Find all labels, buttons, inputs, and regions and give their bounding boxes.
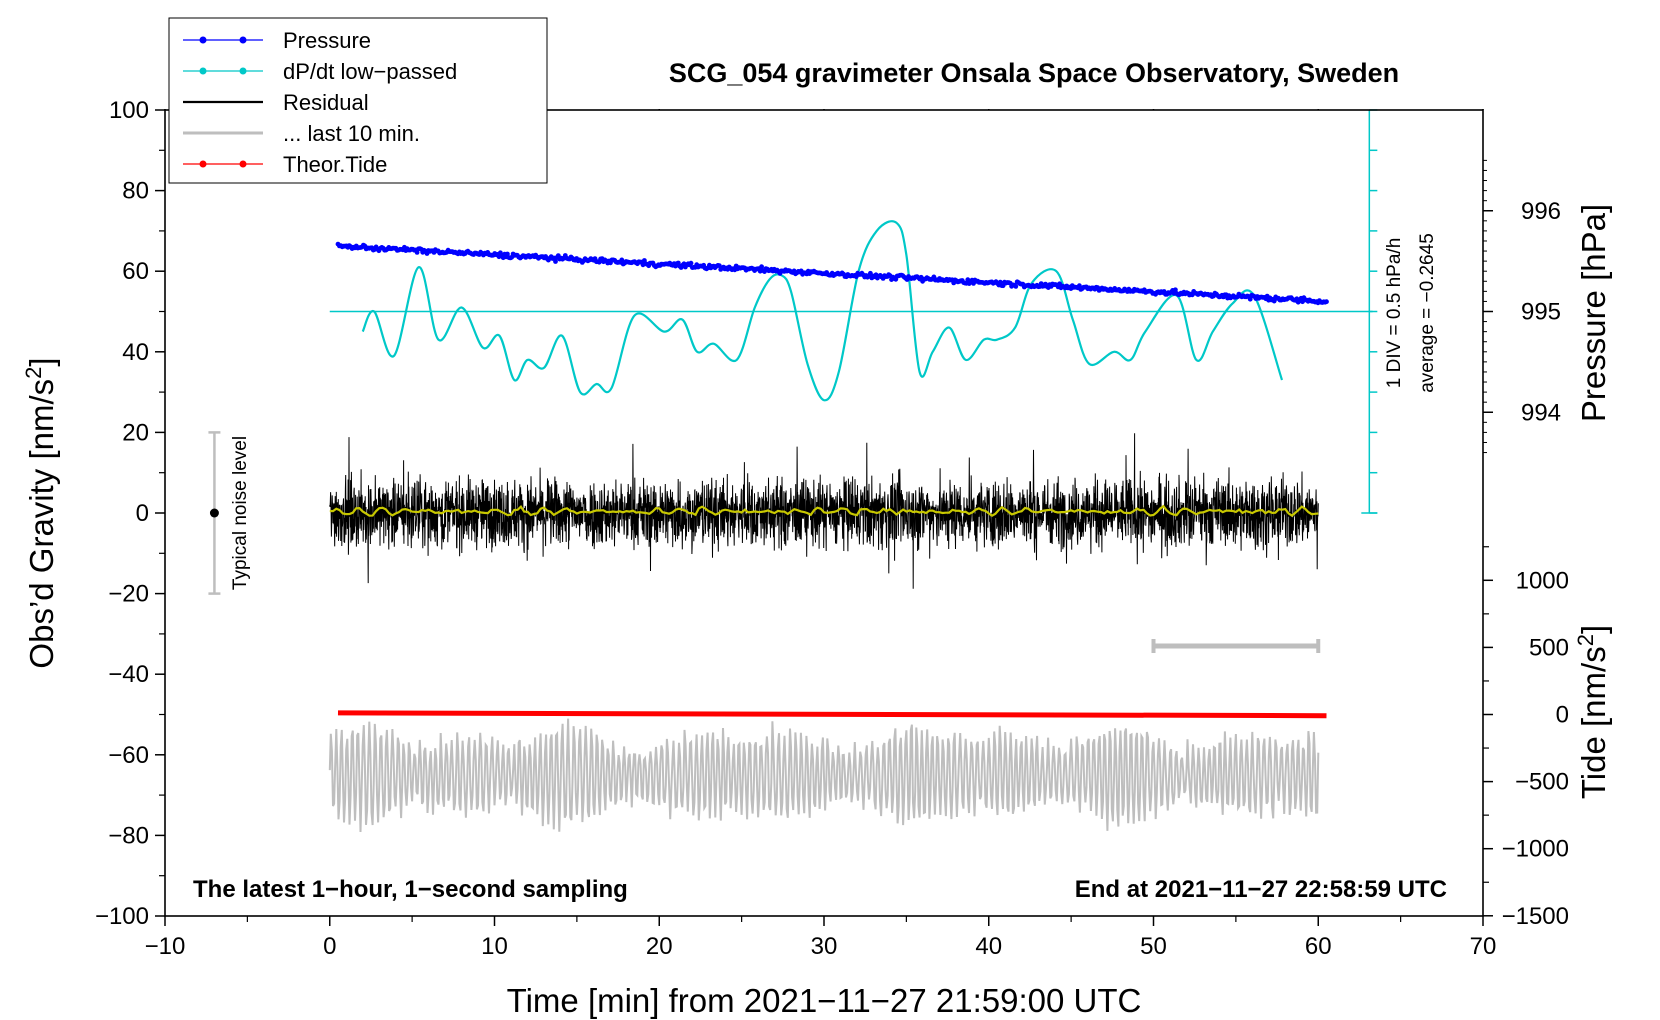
y-axis-tide: 1000 500 0 −500 −1000 −1500 (1483, 546, 1569, 930)
x-tick-label-8: 70 (1470, 933, 1497, 960)
dpdt-div-label: 1 DIV = 0.5 hPa/h (1384, 238, 1405, 389)
y-axis-left-title-sup: 2 (21, 367, 46, 379)
legend-label-0: Pressure (283, 28, 371, 53)
chart-title: SCG_054 gravimeter Onsala Space Observat… (669, 58, 1399, 88)
tide-tick-label-2: 0 (1556, 702, 1569, 729)
y-tick-label-5: 0 (136, 500, 149, 527)
y-axis-left-title-main: Obs’d Gravity [nm/s (23, 379, 60, 669)
y-axis-left-title-end: ] (23, 357, 60, 366)
tide-line (337, 710, 1327, 719)
pressure-point (505, 251, 510, 257)
y-tick-label-8: −60 (108, 742, 149, 769)
tide-tick-label-4: −1000 (1502, 836, 1569, 863)
tide-tick-label-3: −500 (1515, 769, 1569, 796)
x-tick-label-2: 10 (481, 933, 508, 960)
noise-level-label: Typical noise level (230, 436, 251, 590)
legend-marker-left-0 (199, 36, 207, 44)
y-tick-label-6: −20 (108, 581, 149, 608)
y-tick-label-7: −40 (108, 661, 149, 688)
legend-label-2: Residual (283, 90, 369, 115)
legend-label-1: dP/dt low−passed (283, 59, 457, 84)
y-axis-tide-title: Tide [nm/s2] (1573, 625, 1612, 799)
annotation-sampling: The latest 1−hour, 1−second sampling (193, 876, 628, 903)
legend-label-4: Theor.Tide (283, 152, 387, 177)
y-axis-tide-title-end: ] (1575, 625, 1612, 634)
x-axis-title: Time [min] from 2021−11−27 21:59:00 UTC (507, 982, 1142, 1019)
tide-tick-label-0: 1000 (1516, 567, 1569, 594)
dpdt-series (329, 220, 1373, 402)
x-tick-label-4: 30 (811, 933, 838, 960)
legend: Pressure dP/dt low−passed Residual ... last… (168, 17, 548, 184)
y-tick-label-1: 80 (122, 178, 149, 205)
dpdt-average-label: average = −0.2645 (1417, 233, 1438, 393)
pressure-point (1013, 284, 1019, 289)
x-tick-label-0: −10 (145, 933, 186, 960)
x-tick-label-7: 60 (1305, 933, 1332, 960)
last10-series (328, 718, 1320, 833)
legend-label-3: ... last 10 min. (283, 121, 420, 146)
pressure-point (688, 260, 694, 266)
y-axis-tide-title-main: Tide [nm/s (1575, 646, 1612, 799)
legend-box (168, 17, 548, 184)
legend-marker-right-0 (239, 36, 247, 44)
legend-marker-right-4 (239, 160, 247, 168)
y-tick-label-0: 100 (109, 97, 149, 124)
pressure-tick-label-1: 995 (1521, 299, 1561, 326)
noise-bar-center (209, 508, 219, 518)
pressure-tick-label-2: 994 (1521, 399, 1561, 426)
last10-line (328, 718, 1320, 833)
pressure-point (414, 250, 420, 255)
residual-smooth-series (329, 504, 1319, 517)
x-tick-label-1: 0 (323, 933, 336, 960)
pressure-point (619, 257, 625, 263)
dpdt-line (361, 220, 1284, 402)
y-axis-left-title: Obs’d Gravity [nm/s2] (21, 357, 60, 668)
pressure-point (1173, 287, 1178, 293)
noise-level-bar (208, 431, 221, 595)
pressure-tick-label-0: 996 (1521, 198, 1561, 225)
tide-tick-label-1: 500 (1529, 634, 1569, 661)
pressure-point (759, 264, 764, 270)
y-axis-pressure: 996 995 994 (1483, 159, 1561, 454)
y-tick-label-4: 20 (122, 419, 149, 446)
legend-marker-left-4 (199, 160, 207, 168)
y-tick-label-10: −100 (95, 903, 149, 930)
pressure-point (1324, 299, 1329, 305)
legend-marker-right-1 (239, 67, 247, 75)
x-tick-label-3: 20 (646, 933, 673, 960)
x-tick-label-6: 50 (1140, 933, 1167, 960)
pressure-point (1247, 296, 1253, 302)
legend-marker-left-1 (199, 67, 207, 75)
annotation-end-time: End at 2021−11−27 22:58:59 UTC (1075, 876, 1447, 903)
pressure-series (335, 241, 1329, 306)
y-axis-tide-title-sup: 2 (1573, 634, 1598, 646)
tide-tick-label-5: −1500 (1502, 903, 1569, 930)
y-axis-left: 100 80 60 40 20 0 −20 −40 −60 −80 −100 (95, 97, 165, 930)
pressure-point (553, 259, 558, 264)
y-tick-label-2: 60 (122, 258, 149, 285)
tide-series (337, 710, 1327, 719)
residual-smooth-line (329, 504, 1319, 517)
x-axis: −10 0 10 20 30 40 50 60 70 (145, 109, 1497, 960)
x-tick-label-5: 40 (975, 933, 1002, 960)
y-tick-label-3: 40 (122, 339, 149, 366)
grey-range-bar (1151, 638, 1321, 653)
y-tick-label-9: −80 (108, 822, 149, 849)
y-axis-pressure-title: Pressure [hPa] (1575, 204, 1612, 422)
